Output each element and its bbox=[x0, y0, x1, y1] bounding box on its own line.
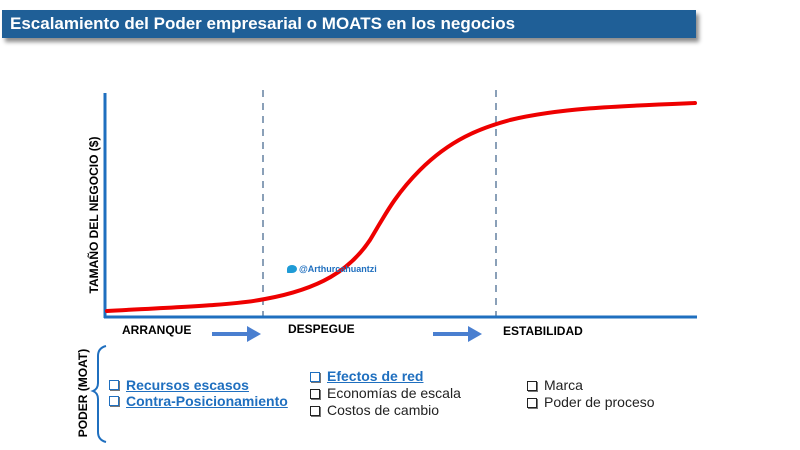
watermark-text: @Arthurcahuantzi bbox=[299, 264, 377, 274]
watermark: @Arthurcahuantzi bbox=[287, 264, 377, 274]
checkbox-icon bbox=[109, 396, 119, 406]
list-item: Efectos de red bbox=[310, 368, 461, 385]
checkbox-icon bbox=[310, 388, 320, 399]
checkbox-icon bbox=[310, 405, 320, 416]
checkbox-icon bbox=[527, 397, 537, 408]
checkbox-icon bbox=[310, 371, 320, 382]
growth-curve bbox=[105, 101, 697, 313]
moat-list-arranque: Recursos escasos Contra-Posicionamiento bbox=[109, 377, 288, 409]
brace-icon bbox=[90, 345, 107, 443]
stage-label-arranque: ARRANQUE bbox=[122, 323, 192, 337]
twitter-bird-icon bbox=[287, 265, 297, 273]
list-item: Costos de cambio bbox=[310, 402, 461, 419]
page-title: Escalamiento del Poder empresarial o MOA… bbox=[10, 14, 516, 33]
list-item: Contra-Posicionamiento bbox=[109, 393, 288, 409]
stage-label-estabilidad: ESTABILIDAD bbox=[503, 324, 583, 338]
checkbox-icon bbox=[527, 380, 537, 391]
list-item: Economías de escala bbox=[310, 385, 461, 402]
list-item: Marca bbox=[527, 377, 655, 394]
arrow-icon-2 bbox=[433, 326, 482, 342]
moat-list-despegue: Efectos de red Economías de escala Costo… bbox=[310, 368, 461, 419]
moat-list-estabilidad: Marca Poder de proceso bbox=[527, 377, 655, 411]
title-bar: Escalamiento del Poder empresarial o MOA… bbox=[2, 10, 696, 38]
list-item: Recursos escasos bbox=[109, 377, 288, 393]
checkbox-icon bbox=[109, 380, 119, 390]
y-axis-label: TAMAÑO DEL NEGOCIO ($) bbox=[87, 136, 101, 294]
stage-label-despegue: DESPEGUE bbox=[288, 322, 355, 336]
arrow-icon-1 bbox=[212, 326, 261, 342]
list-item: Poder de proceso bbox=[527, 394, 655, 411]
moat-label: PODER (MOAT) bbox=[76, 348, 90, 438]
